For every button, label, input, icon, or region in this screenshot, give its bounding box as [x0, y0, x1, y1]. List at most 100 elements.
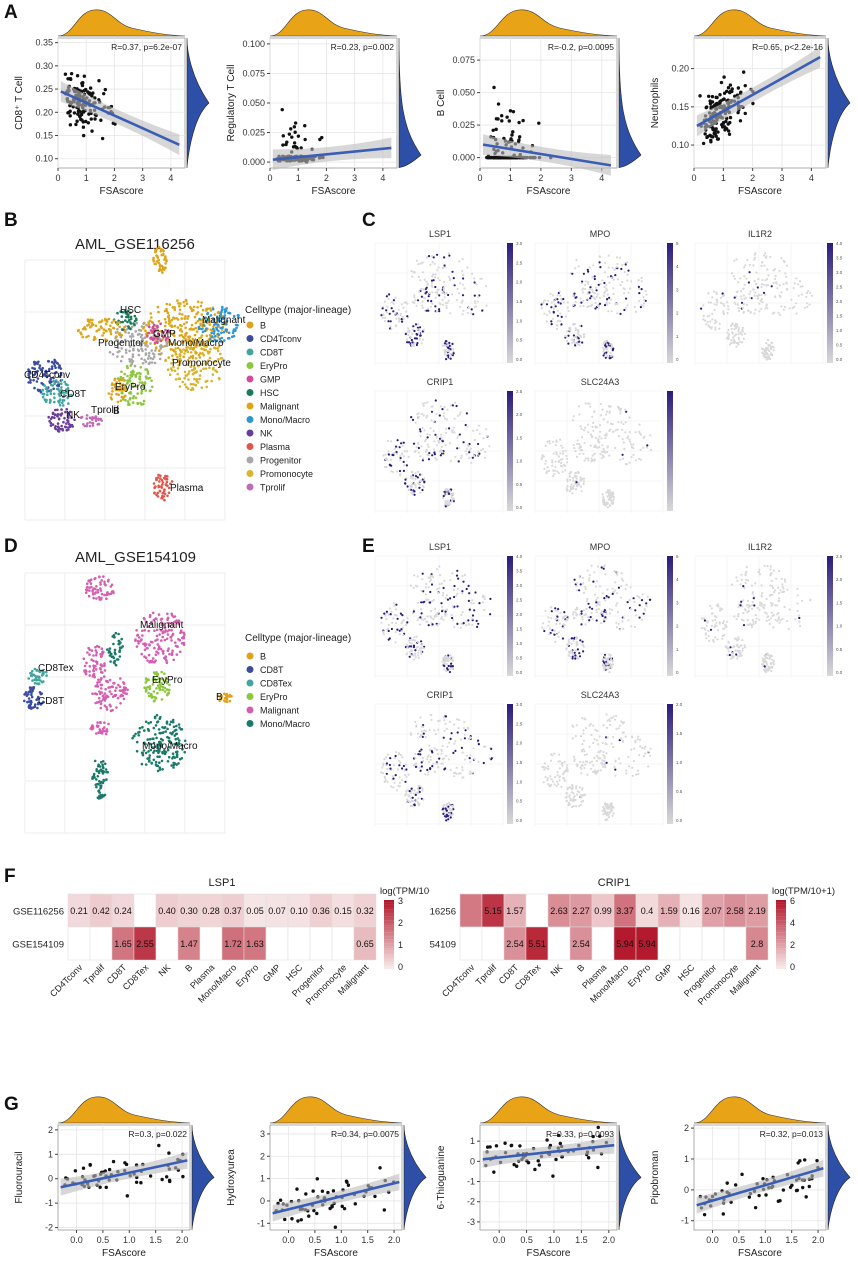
umap-cell-point: [96, 683, 99, 687]
feature-cell-point: [721, 292, 724, 295]
umap-cell-point: [116, 377, 120, 380]
umap-cell-point: [129, 364, 133, 367]
feature-cell-point: [449, 404, 453, 407]
umap-cell-point: [140, 347, 144, 351]
feature-cell-point: [411, 639, 414, 642]
feature-cell-point: [606, 445, 609, 448]
feature-cell-point: [465, 587, 468, 591]
feature-cell-point: [457, 577, 460, 580]
umap-cell-point: [170, 318, 174, 322]
umap-cluster-label: CD8Tex: [38, 663, 74, 674]
feature-cell-point: [544, 444, 547, 447]
feature-cell-point: [444, 292, 447, 295]
umap-cell-point: [211, 307, 215, 311]
feature-cell-point: [801, 285, 804, 288]
feature-cell-point: [403, 464, 406, 467]
umap-cell-point: [48, 419, 51, 423]
feature-plot-grid: LSP14.03.53.02.52.01.51.00.50.0MPO543210…: [374, 542, 843, 826]
umap-cell-point: [120, 315, 124, 318]
umap-cell-point: [115, 686, 118, 690]
feature-cell-point: [419, 326, 422, 329]
feature-cell-point: [390, 307, 393, 310]
umap-cell-point: [112, 319, 116, 322]
feature-cell-point: [574, 327, 577, 330]
umap-cell-point: [155, 260, 159, 263]
feature-cell-point: [435, 412, 438, 415]
umap-cell-point: [231, 331, 235, 335]
umap-cell-point: [141, 753, 145, 757]
umap-cell-point: [195, 379, 198, 383]
feature-cell-point: [442, 494, 445, 498]
feature-cell-point: [612, 498, 615, 501]
regression-line: [60, 90, 180, 146]
feature-cell-point: [426, 436, 429, 439]
feature-cell-point: [438, 308, 441, 311]
feature-cell-point: [599, 282, 602, 286]
feature-cell-point: [432, 598, 435, 602]
umap-cell-point: [138, 332, 141, 336]
umap-cell-point: [183, 383, 187, 386]
umap-cell-point: [100, 596, 103, 600]
feature-cell-point: [705, 323, 708, 326]
feature-cell-point: [448, 668, 452, 671]
umap-cell-point: [122, 379, 125, 382]
feature-cell-point: [417, 656, 420, 659]
umap-cell-point: [98, 680, 101, 684]
feature-cell-point: [426, 414, 429, 417]
data-point: [718, 93, 722, 97]
feature-cell-point: [649, 434, 652, 437]
feature-cell-point: [390, 470, 393, 473]
feature-cell-point: [410, 485, 414, 488]
umap-cell-point: [178, 385, 182, 388]
feature-cell-point: [593, 459, 596, 462]
umap-cell-point: [222, 315, 226, 319]
legend-swatch: [246, 456, 254, 464]
umap-cell-point: [202, 367, 205, 370]
feature-cell-point: [473, 609, 476, 612]
feature-cell-point: [611, 423, 614, 426]
umap-cell-point: [193, 315, 197, 319]
umap-cell-point: [82, 657, 86, 660]
feature-cell-point: [605, 410, 609, 413]
feature-cell-point: [398, 469, 402, 473]
umap-cell-point: [33, 367, 36, 370]
umap-cell-point: [112, 656, 116, 660]
umap-cell-point: [138, 375, 142, 378]
umap-cell-point: [154, 335, 158, 339]
feature-cell-point: [446, 344, 449, 347]
feature-cell-point: [599, 430, 602, 433]
feature-cell-point: [456, 592, 459, 595]
feature-cell-point: [428, 580, 431, 583]
data-point: [102, 91, 106, 96]
umap-cell-point: [169, 482, 172, 486]
feature-cell-point: [552, 475, 555, 478]
feature-cell-point: [556, 314, 559, 317]
feature-cell-point: [451, 270, 454, 273]
umap-cell-point: [51, 411, 55, 415]
feature-cell-point: [600, 457, 603, 460]
umap-cell-point: [85, 335, 88, 339]
umap-cell-point: [125, 310, 129, 314]
feature-cell-point: [402, 634, 405, 637]
feature-cell-point: [745, 277, 748, 280]
feature-cell-point: [721, 294, 725, 298]
umap-cell-point: [165, 661, 169, 664]
feature-cell-point: [634, 310, 637, 313]
feature-cell-point: [574, 450, 577, 453]
umap-cell-point: [189, 365, 192, 368]
umap-cell-point: [84, 591, 88, 594]
feature-cell-point: [557, 301, 560, 304]
umap-cell-point: [232, 314, 236, 318]
umap-cell-point: [166, 330, 170, 333]
umap-cell-point: [139, 640, 142, 643]
feature-cell-point: [572, 334, 575, 337]
feature-cell-point: [582, 477, 586, 480]
feature-cell-point: [436, 588, 439, 591]
feature-cell-point: [475, 283, 478, 286]
feature-cell-point: [559, 302, 562, 305]
umap-cell-point: [131, 332, 134, 336]
umap-cell-point: [190, 309, 194, 313]
feature-cell-point: [443, 344, 446, 347]
feature-cell-point: [810, 294, 814, 297]
feature-cell-point: [753, 258, 756, 261]
